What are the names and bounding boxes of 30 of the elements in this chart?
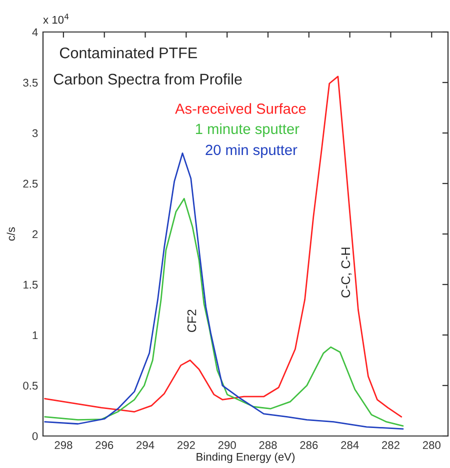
text: 1 minute sputter [196,123,300,137]
y-tick-label: 3 [32,129,38,138]
x-tick-label: 282 [382,441,400,450]
y-tick-label: 3.5 [23,78,38,87]
series-label: 20 min sputter [206,144,298,158]
y-tick-label: 0.5 [23,382,38,390]
x-tick-label: 286 [300,441,318,450]
y-tick-label: 4 [32,28,38,36]
text: Contaminated PTFE [60,47,197,58]
x-tick-label: 294 [136,441,154,450]
y-tick-label: 1.5 [24,280,38,289]
text: x 10$^{4}$ [43,14,69,24]
x-tick-label: 292 [177,441,195,450]
x-tick-label: 290 [218,441,236,450]
annotation: CF2 [187,310,196,332]
annotation: C-C, C-H [341,248,352,298]
x-axis-title: Binding Energy (eV) [196,452,295,463]
y-tick-label: 2 [32,230,38,238]
text: Carbon Spectra from Profile [54,73,242,88]
series-label: As-received Surface [175,103,306,114]
y-tick-label: 0 [32,432,38,440]
x-tick-label: 298 [54,441,72,450]
line-series [44,198,404,427]
x-tick-label: 280 [422,441,440,450]
x-tick-label: 284 [341,441,359,450]
y-tick-label: 2.5 [23,180,38,188]
x-tick-label: 288 [259,441,277,450]
y-tick-label: 1 [32,331,38,340]
x-tick-label: 296 [96,441,114,450]
y-axis-title: c/s [6,227,15,241]
